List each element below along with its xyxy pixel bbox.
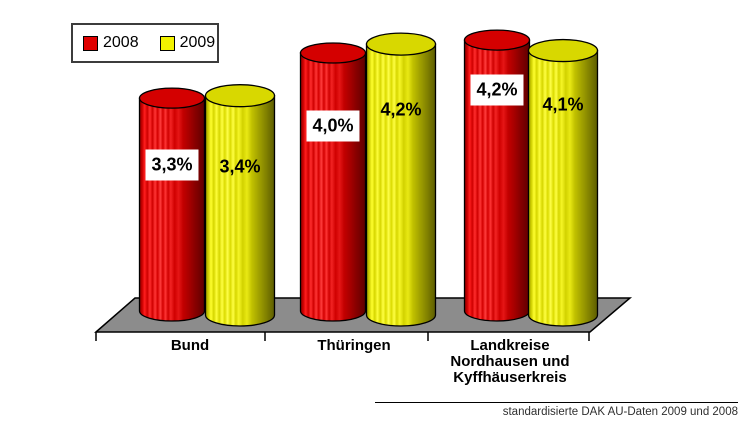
cylinder-body <box>138 97 206 322</box>
cylinder-top <box>463 29 531 51</box>
cylinder-body <box>365 43 437 327</box>
cylinder-top <box>527 38 599 63</box>
cylinder-top <box>138 87 206 109</box>
cylinder-body <box>527 49 599 327</box>
legend: 2008 2009 <box>71 23 219 63</box>
cylinder-top <box>204 84 276 108</box>
bar-2008-0 <box>138 87 206 322</box>
bar-2009-0 <box>204 84 276 327</box>
cylinder-body <box>463 39 531 322</box>
footnote-rule <box>375 402 738 403</box>
cylinder-body <box>299 52 367 322</box>
footnote-text: standardisierte DAK AU-Daten 2009 und 20… <box>502 406 738 418</box>
legend-label-2008: 2008 <box>103 34 139 51</box>
cylinder-top <box>365 32 437 56</box>
bar-2008-2 <box>463 29 531 322</box>
legend-label-2009: 2009 <box>179 34 216 51</box>
bar-2009-2 <box>527 38 599 327</box>
legend-swatch-2008-icon <box>83 35 98 51</box>
cylinder-body <box>204 95 276 327</box>
bar-2009-1 <box>365 32 437 327</box>
cylinder-top <box>299 42 367 64</box>
legend-swatch-2009-icon <box>159 35 175 51</box>
bar-2008-1 <box>299 42 367 322</box>
